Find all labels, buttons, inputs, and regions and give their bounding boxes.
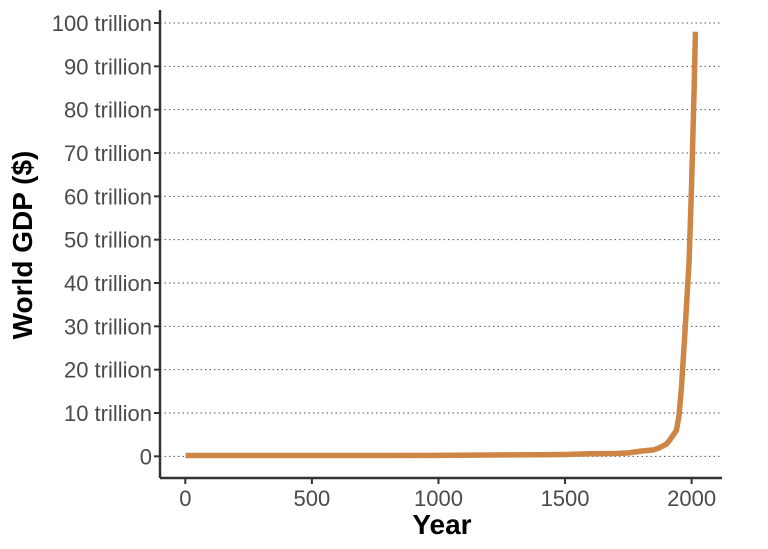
tick-labels: 0 10 trillion 20 trillion 30 trillion 40 tri… — [52, 11, 716, 511]
y-tick-label: 60 trillion — [64, 184, 152, 209]
y-tick-label: 80 trillion — [64, 98, 152, 123]
y-tick-label: 40 trillion — [64, 271, 152, 296]
x-tick-label: 2000 — [667, 486, 716, 511]
y-tick-label: 90 trillion — [64, 54, 152, 79]
x-tick-label: 500 — [294, 486, 331, 511]
x-tick-label: 1500 — [541, 486, 590, 511]
x-tick-label: 1000 — [414, 486, 463, 511]
y-tick-label: 10 trillion — [64, 401, 152, 426]
series-layer — [185, 31, 699, 459]
y-tick-label: 100 trillion — [52, 11, 152, 36]
gridlines — [160, 22, 722, 457]
y-tick-label: 0 — [140, 444, 152, 469]
series-line-0 — [185, 31, 699, 459]
y-tick-label: 30 trillion — [64, 314, 152, 339]
y-tick-label: 20 trillion — [64, 358, 152, 383]
y-tick-label: 50 trillion — [64, 228, 152, 253]
y-tick-label: 70 trillion — [64, 141, 152, 166]
x-axis-title: Year — [412, 509, 471, 540]
axes — [154, 10, 722, 484]
y-axis-title: World GDP ($) — [7, 151, 38, 340]
x-tick-label: 0 — [179, 486, 191, 511]
